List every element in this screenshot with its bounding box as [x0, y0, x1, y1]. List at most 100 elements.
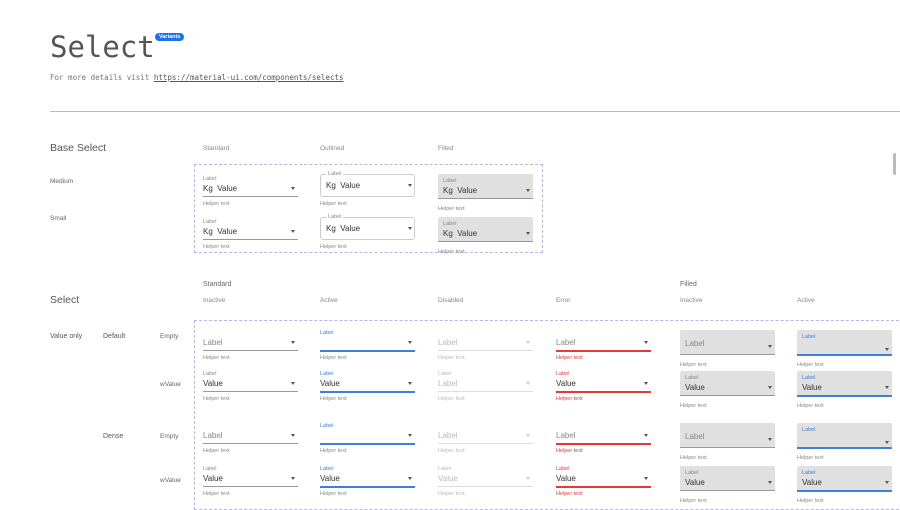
- field-value: Label: [438, 431, 458, 440]
- field-value: Label: [685, 339, 705, 348]
- select-filled-inactive[interactable]: Label Helper text: [680, 330, 775, 368]
- helper-text: Helper text: [438, 355, 465, 361]
- select-filled-inactive[interactable]: Label Value Helper text: [680, 371, 775, 409]
- select-standard-disabled: Label Label Helper text: [438, 371, 533, 405]
- field-underline: [438, 486, 533, 487]
- unit-prefix: Kg: [443, 186, 453, 195]
- helper-text: Helper text: [320, 355, 347, 361]
- select-standard-error[interactable]: Label Value Helper text: [556, 466, 651, 500]
- field-label: Label: [203, 371, 217, 377]
- select-standard-active[interactable]: Label Helper text: [320, 423, 415, 457]
- subtitle-text: For more details visit: [50, 73, 154, 82]
- col-outlined: Outlined: [320, 145, 345, 152]
- docs-link[interactable]: https://material-ui.com/components/selec…: [153, 73, 344, 82]
- unit-prefix: Kg: [326, 224, 336, 233]
- select-filled-active[interactable]: Label Helper text: [797, 423, 892, 461]
- dropdown-arrow-icon: [408, 341, 412, 344]
- select-standard-error[interactable]: Label Value Helper text: [556, 371, 651, 405]
- field-value: Kg Value: [443, 229, 477, 238]
- unit-prefix: Kg: [326, 181, 336, 190]
- field-label: Label: [802, 427, 816, 433]
- dropdown-arrow-icon: [291, 230, 295, 233]
- dropdown-arrow-icon: [291, 382, 295, 385]
- field-underline: [203, 350, 298, 351]
- value-text: Label: [438, 338, 458, 347]
- select-standard-inactive[interactable]: Label Value Helper text: [203, 371, 298, 405]
- dropdown-arrow-icon: [768, 386, 772, 389]
- field-label: Label: [802, 375, 816, 381]
- helper-text: Helper text: [556, 355, 583, 361]
- select-standard-disabled: Label Value Helper text: [438, 466, 533, 500]
- value-text: Value: [203, 379, 223, 388]
- select-standard-inactive[interactable]: Label Helper text: [203, 423, 298, 457]
- dropdown-arrow-icon: [408, 434, 412, 437]
- value-text: Label: [685, 339, 705, 348]
- select-outlined-inactive[interactable]: Label Kg Value Helper text: [320, 214, 415, 251]
- unit-prefix: Kg: [203, 184, 213, 193]
- field-underline: [320, 350, 415, 352]
- dropdown-arrow-icon: [291, 341, 295, 344]
- select-standard-inactive[interactable]: Label Value Helper text: [203, 466, 298, 500]
- col-inactive: Inactive: [203, 297, 226, 304]
- select-filled-inactive[interactable]: Label Kg Value Helper text: [438, 217, 533, 255]
- field-background: [438, 217, 533, 241]
- row-group-value-only: Value only: [50, 333, 83, 340]
- select-standard-inactive[interactable]: Label Kg Value Helper text: [203, 219, 298, 253]
- row-group-default: Default: [103, 333, 126, 340]
- select-filled-inactive[interactable]: Label Helper text: [680, 423, 775, 461]
- select-filled-active[interactable]: Label Value Helper text: [797, 466, 892, 504]
- field-label: Label: [443, 178, 457, 184]
- field-value: Kg Value: [326, 181, 360, 190]
- dropdown-arrow-icon: [768, 481, 772, 484]
- field-value: Label: [556, 431, 576, 440]
- dropdown-arrow-icon: [768, 438, 772, 441]
- helper-text: Helper text: [680, 403, 707, 409]
- field-background: [797, 330, 892, 354]
- row-group-dense: Dense: [103, 433, 124, 440]
- dropdown-arrow-icon: [291, 477, 295, 480]
- select-filled-inactive[interactable]: Label Value Helper text: [680, 466, 775, 504]
- field-label: Label: [443, 221, 457, 227]
- select-standard-error[interactable]: Label Helper text: [556, 423, 651, 457]
- value-text: Label: [685, 432, 705, 441]
- helper-text: Helper text: [556, 491, 583, 497]
- helper-text: Helper text: [680, 455, 707, 461]
- value-text: Value: [340, 181, 361, 190]
- select-standard-disabled: Label Helper text: [438, 423, 533, 457]
- dropdown-arrow-icon: [408, 477, 412, 480]
- divider: [50, 111, 900, 112]
- scrollbar[interactable]: [893, 153, 896, 175]
- field-underline: [797, 354, 892, 356]
- row-empty: Empty: [160, 333, 179, 340]
- dropdown-arrow-icon: [526, 189, 530, 192]
- field-underline: [203, 443, 298, 444]
- value-text: Value: [685, 478, 705, 487]
- select-filled-active[interactable]: Label Helper text: [797, 330, 892, 368]
- select-standard-disabled: Label Helper text: [438, 330, 533, 364]
- select-standard-inactive[interactable]: Label Kg Value Helper text: [203, 176, 298, 210]
- field-label: Label: [685, 375, 699, 381]
- select-standard-inactive[interactable]: Label Helper text: [203, 330, 298, 364]
- select-filled-active[interactable]: Label Value Helper text: [797, 371, 892, 409]
- field-background: [438, 174, 533, 198]
- dropdown-arrow-icon: [408, 184, 412, 187]
- field-background: [680, 423, 775, 447]
- select-filled-inactive[interactable]: Label Kg Value Helper text: [438, 174, 533, 212]
- select-standard-active[interactable]: Label Value Helper text: [320, 466, 415, 500]
- field-value: Label: [203, 338, 223, 347]
- field-value: Label: [556, 338, 576, 347]
- field-value: Kg Value: [443, 186, 477, 195]
- value-text: Label: [203, 431, 223, 440]
- dropdown-arrow-icon: [526, 232, 530, 235]
- field-label: Label: [320, 423, 334, 429]
- select-outlined-inactive[interactable]: Label Kg Value Helper text: [320, 171, 415, 208]
- select-standard-error[interactable]: Label Helper text: [556, 330, 651, 364]
- field-value: Label: [438, 338, 458, 347]
- value-text: Value: [340, 224, 361, 233]
- value-text: Value: [457, 186, 478, 195]
- select-standard-active[interactable]: Label Helper text: [320, 330, 415, 364]
- select-standard-active[interactable]: Label Value Helper text: [320, 371, 415, 405]
- field-underline: [320, 391, 415, 393]
- value-text: Value: [457, 229, 478, 238]
- col-disabled: Disabled: [438, 297, 464, 304]
